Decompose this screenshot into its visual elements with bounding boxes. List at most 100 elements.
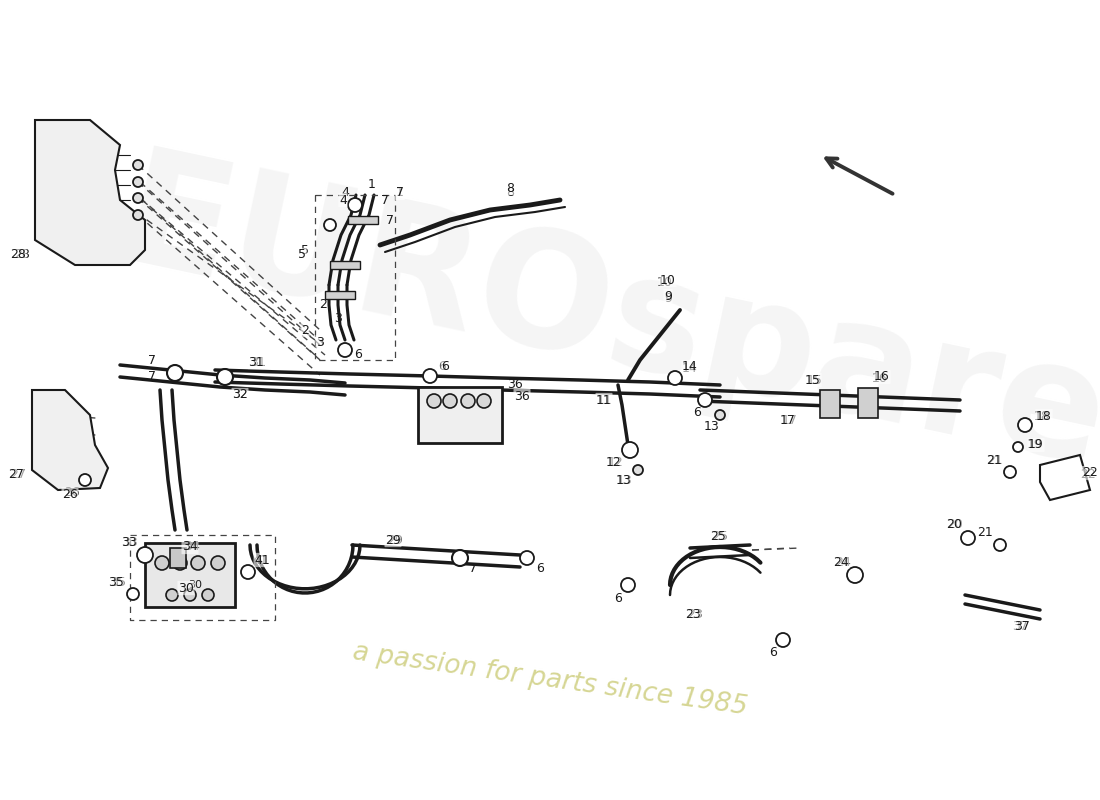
- Text: 6: 6: [693, 406, 701, 418]
- Circle shape: [994, 539, 1006, 551]
- Text: 33: 33: [121, 537, 136, 550]
- Text: 29: 29: [385, 534, 400, 546]
- Text: 12: 12: [606, 457, 621, 470]
- Text: 6: 6: [769, 646, 777, 659]
- Circle shape: [167, 365, 183, 381]
- Text: 22: 22: [1080, 469, 1096, 482]
- Text: 27: 27: [8, 467, 24, 481]
- Text: 3: 3: [334, 311, 342, 325]
- Circle shape: [155, 556, 169, 570]
- Text: 13: 13: [617, 474, 632, 486]
- Circle shape: [79, 474, 91, 486]
- Bar: [858, 388, 878, 418]
- Text: 8: 8: [506, 186, 514, 198]
- Bar: [330, 261, 360, 269]
- Text: 31: 31: [249, 355, 264, 369]
- Circle shape: [1004, 466, 1016, 478]
- Circle shape: [424, 369, 437, 383]
- Bar: [820, 390, 840, 418]
- Circle shape: [191, 556, 205, 570]
- Circle shape: [1013, 442, 1023, 452]
- Text: 12: 12: [608, 457, 624, 470]
- Text: 20: 20: [947, 518, 962, 531]
- Text: 21: 21: [987, 454, 1003, 466]
- Circle shape: [776, 633, 790, 647]
- Text: 36: 36: [514, 390, 530, 402]
- Circle shape: [443, 394, 456, 408]
- Circle shape: [133, 160, 143, 170]
- Circle shape: [133, 177, 143, 187]
- Text: 2: 2: [319, 298, 327, 311]
- Text: 41: 41: [252, 554, 268, 566]
- Text: 7: 7: [381, 194, 389, 206]
- Text: 8: 8: [506, 182, 514, 194]
- Text: 27: 27: [10, 469, 26, 482]
- Bar: [145, 543, 235, 607]
- Circle shape: [632, 465, 644, 475]
- Circle shape: [427, 394, 441, 408]
- Circle shape: [173, 556, 187, 570]
- Text: 6: 6: [441, 359, 449, 373]
- Circle shape: [621, 578, 635, 592]
- Text: 3: 3: [316, 335, 323, 349]
- Text: 24: 24: [835, 555, 851, 569]
- Bar: [170, 548, 186, 568]
- Text: 7: 7: [469, 562, 477, 574]
- Text: 13: 13: [704, 421, 719, 434]
- Circle shape: [133, 193, 143, 203]
- Text: 23: 23: [688, 609, 703, 622]
- Text: 41: 41: [254, 554, 270, 566]
- Circle shape: [324, 219, 336, 231]
- Polygon shape: [32, 390, 108, 490]
- Text: 5: 5: [301, 243, 309, 257]
- Text: 24: 24: [833, 555, 849, 569]
- Text: 35: 35: [110, 575, 125, 589]
- Text: 4: 4: [341, 186, 349, 199]
- Text: 11: 11: [597, 394, 613, 406]
- Text: 6: 6: [536, 562, 543, 574]
- Text: 33: 33: [122, 537, 138, 550]
- Text: 28: 28: [10, 247, 26, 261]
- Text: 29: 29: [387, 534, 403, 546]
- Text: 1: 1: [396, 186, 404, 199]
- Text: 16: 16: [874, 370, 890, 383]
- Text: 7: 7: [148, 354, 156, 366]
- Circle shape: [961, 531, 975, 545]
- Text: 7: 7: [396, 186, 404, 199]
- Circle shape: [338, 343, 352, 357]
- Text: 11: 11: [596, 394, 612, 406]
- Circle shape: [217, 369, 233, 385]
- Polygon shape: [35, 120, 145, 265]
- Text: 6: 6: [438, 361, 446, 374]
- Text: 19: 19: [1027, 438, 1043, 451]
- Text: 18: 18: [1034, 410, 1049, 422]
- Text: 31: 31: [250, 355, 266, 369]
- Text: 17: 17: [780, 414, 796, 426]
- Circle shape: [211, 556, 226, 570]
- Text: 36: 36: [507, 378, 522, 391]
- Text: 9: 9: [664, 290, 672, 302]
- Text: 21: 21: [986, 454, 1002, 466]
- Text: 7: 7: [148, 370, 156, 383]
- Circle shape: [477, 394, 491, 408]
- Text: 5: 5: [298, 249, 306, 262]
- Bar: [418, 387, 502, 443]
- Text: a passion for parts since 1985: a passion for parts since 1985: [351, 639, 749, 721]
- Circle shape: [166, 589, 178, 601]
- Circle shape: [348, 198, 362, 212]
- Circle shape: [668, 371, 682, 385]
- Circle shape: [698, 393, 712, 407]
- Text: 13: 13: [616, 474, 631, 486]
- Text: 10: 10: [660, 274, 675, 286]
- Circle shape: [847, 567, 864, 583]
- Text: 32: 32: [232, 389, 248, 402]
- Text: 17: 17: [782, 414, 797, 426]
- Text: 4: 4: [339, 194, 346, 206]
- Text: 14: 14: [682, 362, 697, 374]
- Text: EUROspares: EUROspares: [108, 140, 1100, 520]
- Text: 6: 6: [354, 349, 362, 362]
- Bar: [348, 216, 378, 224]
- Text: 14: 14: [682, 361, 697, 374]
- Text: 22: 22: [1082, 466, 1098, 479]
- Text: 35: 35: [108, 575, 124, 589]
